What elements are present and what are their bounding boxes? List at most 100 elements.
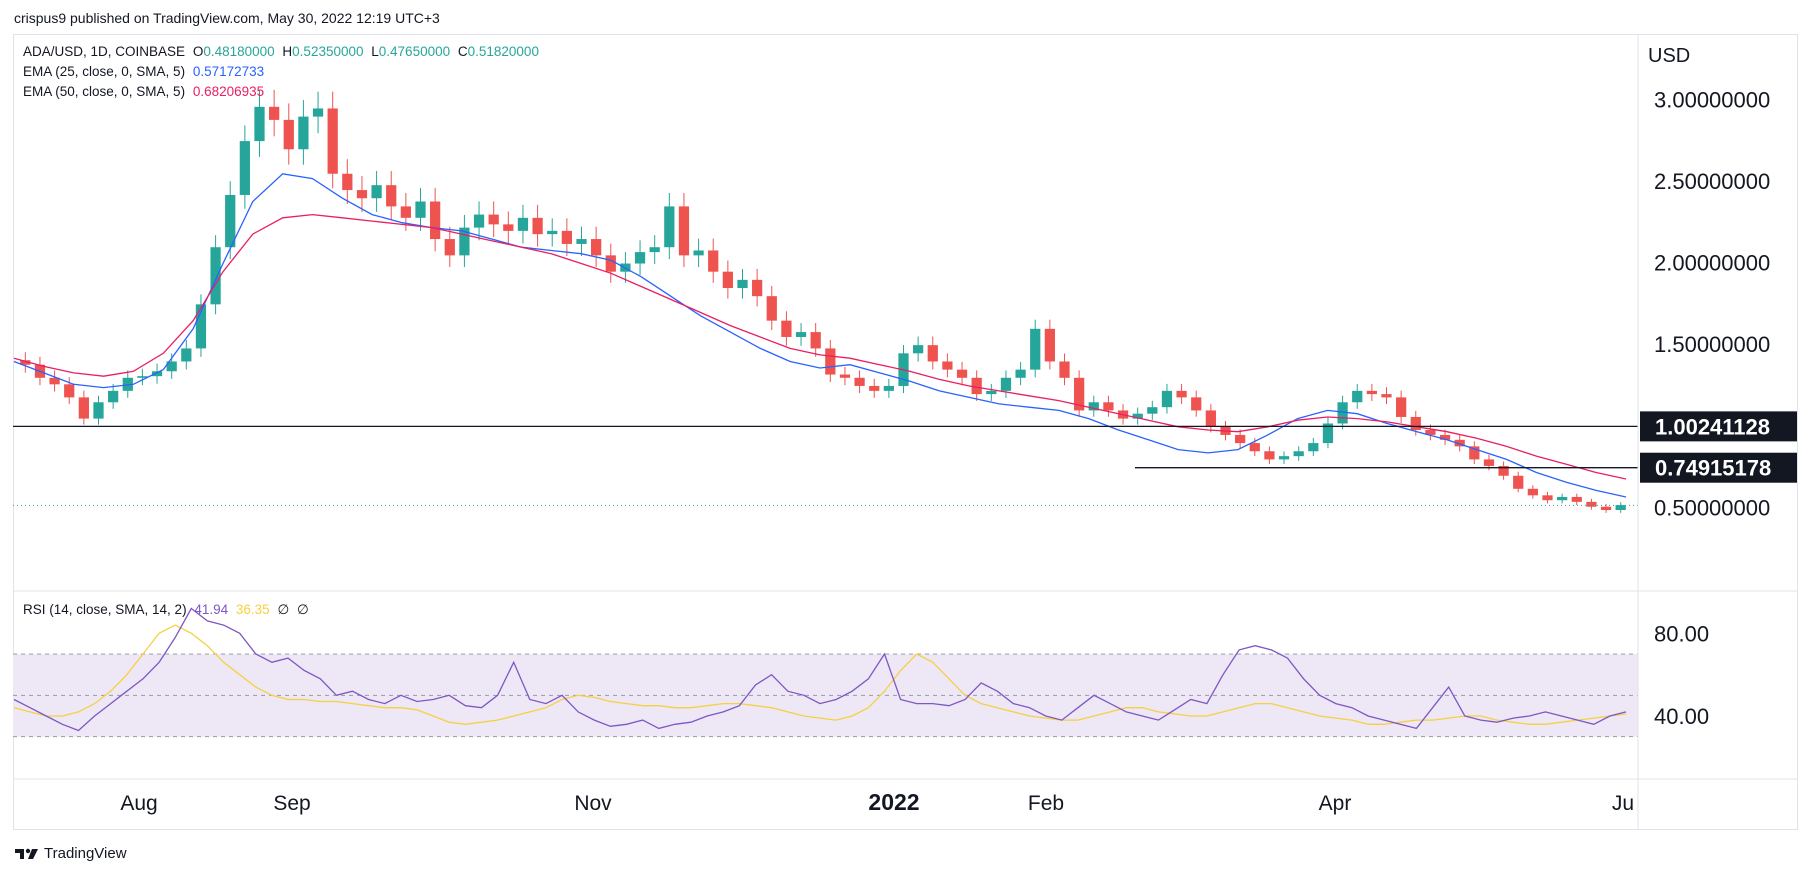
level-price-label: 1.00241128: [1655, 414, 1770, 439]
candle-body: [1044, 328, 1055, 362]
candle-body: [752, 279, 763, 297]
candle-body: [195, 304, 207, 349]
legend-symbol: ADA/USD, 1D, COINBASE: [23, 44, 186, 59]
ema25-label: EMA (25, close, 0, SMA, 5): [23, 64, 186, 79]
candle-body: [781, 320, 792, 337]
candle-body: [956, 369, 968, 378]
candle-body: [1337, 402, 1348, 424]
ohlc-legend: ADA/USD, 1D, COINBASE O0.48180000 H0.523…: [23, 44, 543, 59]
candle-body: [1176, 390, 1187, 398]
candle-body: [1571, 496, 1582, 502]
candle-body: [854, 377, 865, 386]
candle-body: [459, 227, 470, 256]
candle-body: [93, 402, 104, 419]
legend-o-value: 0.48180000: [203, 44, 275, 59]
candle-body: [1425, 430, 1436, 435]
candle-body: [415, 201, 426, 218]
rsi-null-1: ∅: [277, 602, 290, 617]
candle-body: [1600, 506, 1612, 511]
rsi-tick-label: 80.00: [1654, 621, 1709, 646]
price-tick-label: 2.50000000: [1654, 169, 1770, 194]
candle-body: [1074, 377, 1085, 411]
legend-h-value: 0.52350000: [292, 44, 364, 59]
candle-body: [605, 255, 616, 272]
rsi-pane: [13, 607, 1638, 738]
candle-body: [298, 116, 309, 150]
candle-body: [1366, 390, 1377, 395]
candle-body: [430, 201, 441, 240]
candle-body: [986, 390, 997, 395]
rsi-legend: RSI (14, close, SMA, 14, 2) 41.94 36.35 …: [23, 602, 313, 618]
legend-l-label: L: [371, 44, 379, 59]
candle-body: [591, 239, 602, 256]
candle-body: [1030, 328, 1041, 370]
rsi-null-2: ∅: [296, 602, 309, 617]
candle-body: [1132, 413, 1143, 419]
candle-body: [708, 250, 719, 272]
level-price-label-bg: [1640, 411, 1797, 442]
ema50-label: EMA (50, close, 0, SMA, 5): [23, 84, 186, 99]
candle-body: [1147, 407, 1158, 414]
candle-body: [1615, 505, 1626, 511]
candle-body: [1513, 475, 1524, 489]
candle-body: [64, 384, 75, 398]
candle-body: [49, 377, 60, 385]
publish-header: crispus9 published on TradingView.com, M…: [14, 10, 440, 26]
candle-body: [1015, 369, 1026, 378]
candle-body: [1278, 456, 1290, 460]
candle-body: [942, 361, 953, 370]
candle-body: [1352, 390, 1363, 403]
legend-h-label: H: [282, 44, 293, 59]
candle-body: [1235, 434, 1246, 444]
x-axis-label: Sep: [273, 792, 310, 815]
candle-body: [1161, 390, 1173, 408]
candle-body: [795, 332, 807, 337]
candle-body: [342, 173, 353, 191]
candles-group: [20, 89, 1626, 513]
rsi-sma-value: 36.35: [235, 602, 270, 617]
legend-c-value: 0.51820000: [467, 44, 539, 59]
price-tick-label: 3.00000000: [1654, 87, 1770, 112]
candle-body: [386, 185, 397, 207]
candle-body: [737, 279, 748, 289]
tradingview-logo-icon: [15, 848, 38, 859]
candle-body: [1527, 488, 1538, 496]
ema25-legend: EMA (25, close, 0, SMA, 5) 0.57172733: [23, 64, 268, 79]
candle-body: [78, 397, 89, 419]
ema50-legend: EMA (50, close, 0, SMA, 5) 0.68206935: [23, 84, 268, 99]
candle-body: [1542, 495, 1553, 501]
ema50-line: [13, 213, 1627, 480]
candle-body: [1249, 443, 1260, 452]
price-pane: [13, 89, 1638, 513]
candle-body: [108, 390, 119, 403]
rsi-sma-line: [13, 624, 1627, 725]
candle-body: [225, 194, 236, 248]
x-axis-label: Aug: [120, 792, 157, 815]
candle-body: [1088, 402, 1099, 411]
candle-body: [532, 217, 543, 235]
candle-body: [1469, 446, 1480, 460]
candle-body: [239, 141, 250, 195]
ema25-line: [13, 173, 1627, 498]
candle-body: [1439, 434, 1451, 440]
legend-o-label: O: [192, 44, 204, 59]
candle-body: [722, 271, 733, 289]
currency-label: USD: [1648, 45, 1690, 67]
candle-body: [269, 106, 280, 120]
candle-body: [356, 190, 368, 199]
candle-body: [971, 377, 982, 395]
rsi-value: 41.94: [194, 602, 229, 617]
candle-body: [312, 108, 324, 117]
candle-body: [1410, 416, 1421, 431]
candle-body: [151, 371, 163, 377]
candle-body: [825, 348, 836, 375]
level-price-label-bg: [1640, 452, 1797, 483]
candle-body: [1454, 439, 1465, 447]
footer[interactable]: TradingView: [14, 845, 127, 862]
candle-body: [444, 239, 455, 256]
candle-body: [1322, 423, 1334, 444]
candle-body: [1191, 397, 1202, 411]
candle-body: [1498, 465, 1509, 476]
candle-body: [20, 360, 31, 365]
